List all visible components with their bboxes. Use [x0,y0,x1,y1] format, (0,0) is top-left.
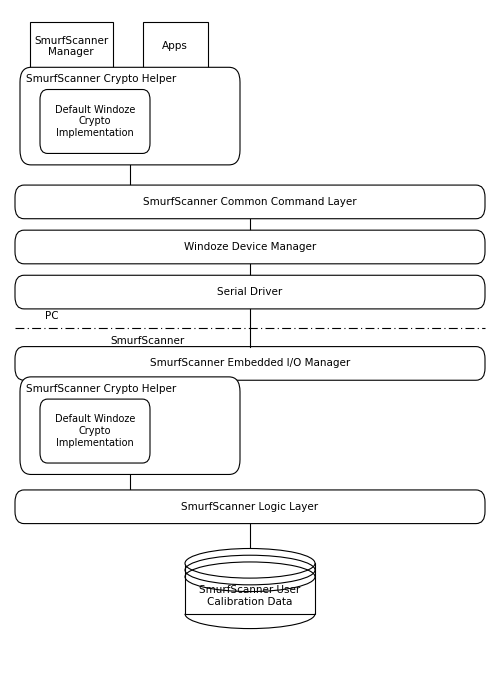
Text: PC: PC [45,311,59,321]
Bar [30,22,112,71]
FancyBboxPatch shape [15,185,485,219]
Text: Default Windoze
Crypto
Implementation: Default Windoze Crypto Implementation [55,105,135,138]
Text: SmurfScanner Common Command Layer: SmurfScanner Common Command Layer [143,197,357,207]
Text: SmurfScanner
Manager: SmurfScanner Manager [34,36,108,57]
FancyBboxPatch shape [15,230,485,264]
Bar [185,563,315,614]
FancyBboxPatch shape [15,490,485,524]
FancyBboxPatch shape [15,275,485,309]
Text: SmurfScanner User
Calibration Data: SmurfScanner User Calibration Data [200,586,300,607]
Text: SmurfScanner Embedded I/O Manager: SmurfScanner Embedded I/O Manager [150,359,350,368]
Text: Serial Driver: Serial Driver [218,287,282,297]
FancyBboxPatch shape [40,399,150,463]
FancyBboxPatch shape [15,347,485,380]
Text: SmurfScanner Logic Layer: SmurfScanner Logic Layer [182,502,318,511]
Text: SmurfScanner: SmurfScanner [110,336,184,347]
FancyBboxPatch shape [20,377,240,474]
Text: Windoze Device Manager: Windoze Device Manager [184,242,316,252]
Ellipse shape [185,548,315,578]
Text: Apps: Apps [162,42,188,51]
Text: SmurfScanner Crypto Helper: SmurfScanner Crypto Helper [26,74,176,84]
FancyBboxPatch shape [20,67,240,165]
Text: SmurfScanner Crypto Helper: SmurfScanner Crypto Helper [26,384,176,394]
Text: Default Windoze
Crypto
Implementation: Default Windoze Crypto Implementation [55,415,135,448]
Bar [142,22,208,71]
FancyBboxPatch shape [40,90,150,153]
